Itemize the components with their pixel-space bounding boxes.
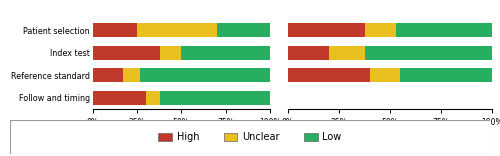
- Bar: [92, 23, 137, 37]
- X-axis label: Applicability concerns: Applicability concerns: [340, 130, 440, 139]
- Bar: [400, 68, 492, 82]
- Bar: [181, 46, 270, 60]
- Bar: [288, 23, 366, 37]
- Bar: [396, 23, 492, 37]
- Bar: [370, 68, 400, 82]
- Bar: [288, 46, 329, 60]
- X-axis label: Risk of bias: Risk of bias: [156, 130, 207, 139]
- Bar: [217, 23, 270, 37]
- Bar: [288, 68, 370, 82]
- Bar: [328, 46, 366, 60]
- Bar: [122, 68, 140, 82]
- Legend: High, Unclear, Low: High, Unclear, Low: [154, 128, 346, 146]
- FancyBboxPatch shape: [10, 120, 490, 154]
- Bar: [92, 46, 160, 60]
- Bar: [366, 46, 492, 60]
- Bar: [160, 46, 181, 60]
- Bar: [146, 91, 160, 105]
- Bar: [92, 91, 146, 105]
- Bar: [140, 68, 270, 82]
- Bar: [137, 23, 217, 37]
- Bar: [366, 23, 396, 37]
- Bar: [92, 68, 122, 82]
- Bar: [160, 91, 270, 105]
